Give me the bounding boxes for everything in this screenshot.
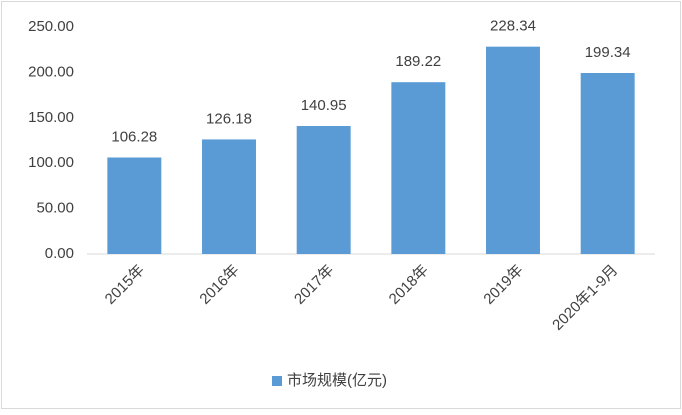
y-tick-label: 100.00 [28,154,74,171]
y-tick-label: 50.00 [36,200,74,217]
legend-label: 市场规模(亿元) [287,372,387,389]
data-label: 189.22 [395,53,441,70]
bar [202,139,256,254]
legend-swatch [272,376,282,386]
bar [296,126,351,254]
y-tick-label: 150.00 [28,109,74,126]
bar [107,157,162,254]
data-label: 199.34 [585,44,631,61]
y-tick-label: 0.00 [45,245,74,262]
data-label: 106.28 [111,128,157,145]
data-label: 228.34 [490,18,536,35]
bar [580,72,635,254]
data-label: 140.95 [301,97,347,114]
bar [486,46,540,254]
y-tick-label: 200.00 [28,63,74,80]
data-label: 126.18 [206,110,252,127]
bar [391,82,446,255]
y-tick-label: 250.00 [28,18,74,35]
